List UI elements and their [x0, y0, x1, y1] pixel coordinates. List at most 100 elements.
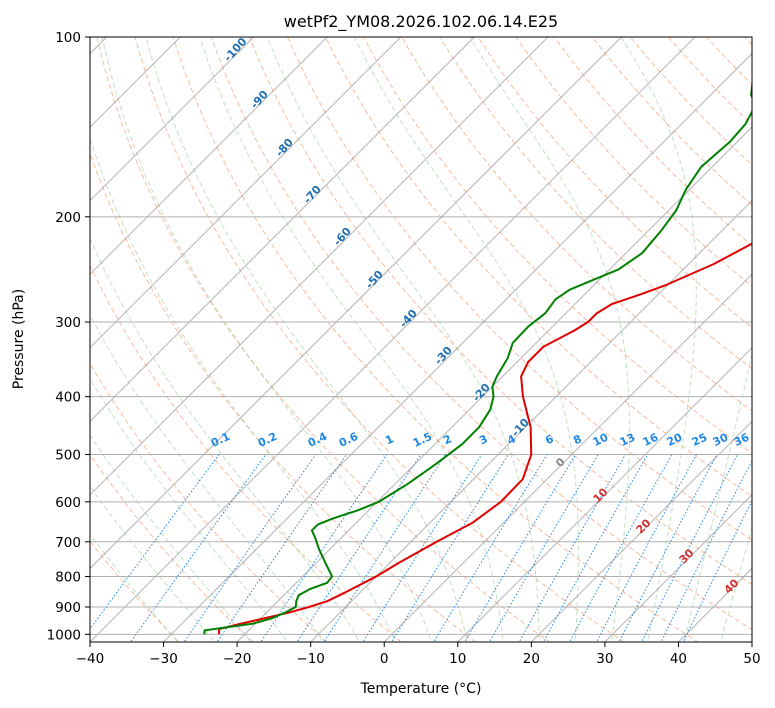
mixing-ratio-line [362, 454, 483, 642]
axes: −40 −30 −20 −10 0 10 20 30 40 50 1000 900 800 700 600 5… [47, 30, 761, 667]
isotherm [90, 37, 549, 496]
dry-adiabat [90, 453, 254, 642]
plot-frame [89, 36, 753, 643]
moist-adiabat [101, 37, 432, 642]
y-tick-label: 700 [55, 535, 81, 551]
x-tick-label: 50 [743, 651, 760, 667]
mixing-ratio-line [682, 499, 752, 642]
mixing-ratio-line [296, 454, 422, 642]
isotherm [163, 52, 752, 642]
reference-curve [0, 24, 66, 647]
mixing-ratio-line [596, 454, 697, 642]
moist-adiabat [720, 526, 752, 642]
mixing-ratio-line [260, 454, 388, 642]
dry-adiabat [90, 264, 403, 642]
moist-adiabat [90, 313, 325, 642]
mixing-ratio-label: 13 [618, 431, 637, 449]
y-tick-label: 100 [55, 30, 81, 46]
mixing-ratio-label: 0.2 [256, 430, 279, 450]
isotherm [310, 200, 752, 642]
y-tick-label: 500 [55, 448, 81, 464]
moist-adiabat [683, 351, 752, 642]
mixing-ratio-line [464, 454, 576, 642]
y-tick-label: 200 [55, 210, 81, 226]
y-tick-label: 600 [55, 495, 81, 511]
mixing-ratio-label: 2 [441, 432, 453, 447]
dry-adiabat [401, 37, 752, 412]
isotherm [751, 641, 752, 642]
x-tick-label: 20 [523, 651, 540, 667]
mixing-ratio-label: 10 [591, 431, 611, 449]
dry-adiabat [591, 37, 752, 206]
mixing-ratio-label: 20 [665, 431, 685, 449]
isotherm [531, 420, 752, 642]
x-tick-label: −20 [223, 651, 252, 667]
moist-adiabat-label: 40 [722, 576, 742, 596]
dry-adiabat [477, 37, 752, 329]
x-tick-label: −40 [76, 651, 105, 667]
mixing-ratio-line [660, 459, 752, 642]
dry-adiabat [743, 37, 752, 46]
moist-adiabat [266, 37, 540, 642]
isotherm [90, 37, 254, 202]
isotherm [383, 273, 752, 642]
x-tick-label: 10 [449, 651, 466, 667]
mixing-ratio-line [569, 454, 673, 642]
isotherm [457, 347, 752, 642]
mixing-ratio-label: 16 [641, 431, 661, 449]
moist-adiabat [90, 236, 361, 642]
y-tick-label: 800 [55, 569, 81, 585]
moist-adiabat [199, 37, 504, 642]
mixing-ratio-line [488, 454, 599, 642]
dry-adiabat [515, 37, 752, 287]
dry-adiabat [248, 37, 752, 585]
dry-adiabat [172, 37, 699, 642]
dry-adiabat [553, 37, 752, 247]
mixing-ratio-label: 0.6 [337, 430, 360, 450]
isotherm [90, 37, 402, 349]
isotherm [90, 37, 328, 275]
x-tick-label: −30 [149, 651, 178, 667]
temperature-profile-line [218, 242, 752, 635]
mixing-ratio-label: 0.4 [306, 430, 329, 450]
moist-adiabat [90, 533, 179, 642]
dry-adiabat-label: -100 [221, 35, 249, 64]
x-tick-label: 30 [596, 651, 613, 667]
mixing-ratio-label: 8 [571, 432, 583, 447]
dry-adiabat [324, 37, 752, 497]
y-tick-label: 300 [55, 315, 81, 331]
x-tick-label: −10 [296, 651, 325, 667]
chart-title: wetPf2_YM08.2026.102.06.14.E25 [284, 12, 558, 32]
y-axis-label: Pressure (hPa) [11, 289, 27, 389]
dry-adiabat [770, 24, 775, 647]
y-tick-label: 1000 [47, 627, 81, 643]
x-tick-label: 40 [670, 651, 687, 667]
mixing-ratio-label: 36 [732, 431, 752, 449]
mixing-ratio-line [391, 454, 509, 642]
isotherm [90, 37, 475, 422]
dry-adiabat [134, 37, 625, 642]
mixing-ratio-label: 25 [690, 431, 709, 449]
moist-adiabat [145, 37, 468, 642]
mixing-ratio-line [433, 454, 548, 642]
dry-adiabat [286, 37, 752, 541]
isotherm [604, 494, 752, 642]
x-axis-label: Temperature (°C) [360, 681, 482, 697]
mixing-ratio-label: 6 [543, 432, 556, 447]
y-tick-label: 400 [55, 390, 81, 406]
isotherm [90, 37, 696, 642]
dry-adiabat-label: -50 [363, 268, 386, 292]
mixing-ratio-label: 1 [383, 432, 395, 447]
moist-adiabat [620, 37, 697, 642]
mixing-ratio-line [183, 454, 317, 642]
mixing-ratio-line [129, 454, 267, 642]
mixing-ratio-label: 0.1 [209, 430, 232, 450]
mixing-ratio-line [90, 454, 220, 630]
mixing-ratio-line [323, 454, 446, 642]
dry-adiabat [363, 37, 752, 454]
y-tick-label: 900 [55, 600, 81, 616]
dry-adiabat-label: -80 [273, 136, 296, 160]
x-tick-label: 0 [380, 651, 389, 667]
moist-adiabat-label: 30 [677, 546, 697, 566]
